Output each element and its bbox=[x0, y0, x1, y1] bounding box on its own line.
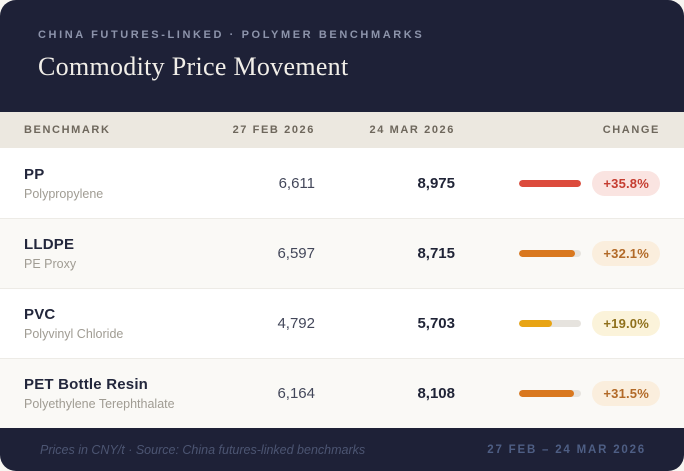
column-header-change: CHANGE bbox=[602, 124, 660, 136]
prev-price-value: 6,164 bbox=[277, 385, 315, 402]
prev-price-value: 6,597 bbox=[277, 245, 315, 262]
column-header-prev-date: 27 FEB 2026 bbox=[232, 124, 315, 136]
change-bar-track bbox=[519, 250, 582, 257]
table-row: LLDPE PE Proxy 6,597 8,715 +32.1% bbox=[0, 218, 684, 288]
change-bar-track bbox=[519, 320, 582, 327]
change-bar-fill bbox=[519, 390, 574, 397]
curr-price-value: 8,108 bbox=[417, 385, 455, 402]
benchmark-cell: PP Polypropylene bbox=[24, 166, 200, 201]
curr-price-value: 8,975 bbox=[417, 174, 455, 192]
prev-price-value: 4,792 bbox=[277, 315, 315, 332]
prev-price-value: 6,611 bbox=[278, 174, 315, 192]
benchmark-name: PVC bbox=[24, 306, 56, 323]
benchmark-subtitle: Polypropylene bbox=[24, 186, 104, 201]
change-bar-track bbox=[519, 179, 582, 187]
benchmark-name: PP bbox=[24, 165, 45, 183]
curr-price-value: 5,703 bbox=[417, 315, 455, 332]
change-bar-fill bbox=[519, 250, 576, 257]
benchmark-subtitle: Polyethylene Terephthalate bbox=[24, 397, 175, 411]
table-header-row: BENCHMARK 27 FEB 2026 24 MAR 2026 CHANGE bbox=[0, 112, 684, 148]
footer-date-range: 27 FEB – 24 MAR 2026 bbox=[487, 443, 646, 456]
table-row: PET Bottle Resin Polyethylene Terephthala… bbox=[0, 358, 684, 428]
change-bar-fill bbox=[519, 320, 553, 327]
benchmark-cell: PVC Polyvinyl Chloride bbox=[24, 306, 200, 341]
change-cell: +19.0% bbox=[455, 311, 660, 336]
change-badge: +35.8% bbox=[592, 170, 660, 196]
column-header-curr-date: 24 MAR 2026 bbox=[369, 124, 455, 136]
curr-price-value: 8,715 bbox=[417, 245, 455, 262]
benchmark-cell: LLDPE PE Proxy bbox=[24, 236, 200, 271]
table-body: PP Polypropylene 6,611 8,975 +35.8% LLDPE PE P… bbox=[0, 148, 684, 428]
change-cell: +32.1% bbox=[455, 241, 660, 266]
column-header-benchmark: BENCHMARK bbox=[24, 124, 111, 136]
change-cell: +35.8% bbox=[455, 170, 660, 196]
page-title: Commodity Price Movement bbox=[38, 52, 349, 81]
header-eyebrow: CHINA FUTURES-LINKED · POLYMER BENCHMARK… bbox=[38, 29, 425, 41]
change-bar-fill bbox=[519, 179, 582, 187]
benchmark-subtitle: PE Proxy bbox=[24, 257, 77, 271]
benchmark-name: PET Bottle Resin bbox=[24, 376, 149, 393]
footer-source-note: Prices in CNY/t · Source: China futures-… bbox=[40, 442, 366, 457]
table-row: PP Polypropylene 6,611 8,975 +35.8% bbox=[0, 148, 684, 218]
benchmark-name: LLDPE bbox=[24, 236, 75, 253]
benchmark-cell: PET Bottle Resin Polyethylene Terephthala… bbox=[24, 376, 200, 411]
change-badge: +31.5% bbox=[592, 381, 660, 406]
change-badge: +19.0% bbox=[592, 311, 660, 336]
change-badge: +32.1% bbox=[592, 241, 660, 266]
change-cell: +31.5% bbox=[455, 381, 660, 406]
card-header: CHINA FUTURES-LINKED · POLYMER BENCHMARK… bbox=[0, 0, 684, 112]
change-bar-track bbox=[519, 390, 582, 397]
card-footer: Prices in CNY/t · Source: China futures-… bbox=[0, 428, 684, 471]
benchmark-subtitle: Polyvinyl Chloride bbox=[24, 327, 124, 341]
table-row: PVC Polyvinyl Chloride 4,792 5,703 +19.0% bbox=[0, 288, 684, 358]
